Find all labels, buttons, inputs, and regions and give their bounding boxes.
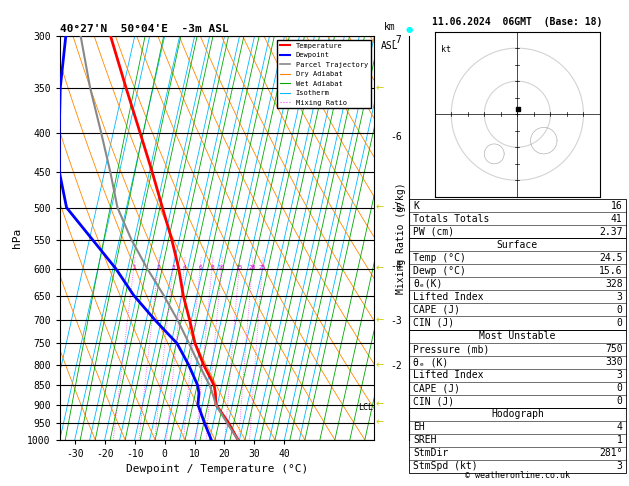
- Text: -2: -2: [390, 361, 402, 371]
- Text: 1: 1: [132, 265, 136, 270]
- Text: Surface: Surface: [497, 240, 538, 250]
- Text: 0: 0: [617, 305, 623, 315]
- Text: CAPE (J): CAPE (J): [413, 383, 460, 393]
- Text: 15.6: 15.6: [599, 266, 623, 276]
- Text: PW (cm): PW (cm): [413, 227, 454, 237]
- Text: 24.5: 24.5: [599, 253, 623, 263]
- Text: θₑ(K): θₑ(K): [413, 279, 443, 289]
- Text: 10: 10: [218, 265, 225, 270]
- Text: Dewp (°C): Dewp (°C): [413, 266, 466, 276]
- Text: Pressure (mb): Pressure (mb): [413, 344, 489, 354]
- Text: StmSpd (kt): StmSpd (kt): [413, 461, 478, 471]
- Text: 0: 0: [617, 318, 623, 328]
- Text: 20: 20: [248, 265, 256, 270]
- Text: ASL: ASL: [381, 41, 399, 52]
- Text: ←: ←: [376, 315, 384, 325]
- Text: 4: 4: [617, 422, 623, 432]
- Y-axis label: hPa: hPa: [12, 228, 21, 248]
- Text: 41: 41: [611, 214, 623, 224]
- Legend: Temperature, Dewpoint, Parcel Trajectory, Dry Adiabat, Wet Adiabat, Isotherm, Mi: Temperature, Dewpoint, Parcel Trajectory…: [277, 40, 370, 108]
- Text: 330: 330: [605, 357, 623, 367]
- Text: CIN (J): CIN (J): [413, 396, 454, 406]
- Text: km: km: [384, 21, 396, 32]
- Text: -7: -7: [390, 35, 402, 45]
- Text: 281°: 281°: [599, 448, 623, 458]
- Text: 2: 2: [156, 265, 160, 270]
- Text: 11.06.2024  06GMT  (Base: 18): 11.06.2024 06GMT (Base: 18): [432, 17, 603, 27]
- Text: EH: EH: [413, 422, 425, 432]
- Text: Totals Totals: Totals Totals: [413, 214, 489, 224]
- Text: StmDir: StmDir: [413, 448, 448, 458]
- Text: -6: -6: [390, 132, 402, 142]
- Text: Lifted Index: Lifted Index: [413, 292, 484, 302]
- Text: 16: 16: [611, 201, 623, 211]
- Text: -4: -4: [390, 261, 402, 272]
- Text: Temp (°C): Temp (°C): [413, 253, 466, 263]
- Text: Lifted Index: Lifted Index: [413, 370, 484, 380]
- Text: ●: ●: [405, 25, 413, 34]
- Text: ←: ←: [376, 264, 384, 274]
- Text: ←: ←: [376, 417, 384, 428]
- Text: LCL: LCL: [359, 403, 374, 412]
- Text: 3: 3: [171, 265, 175, 270]
- Text: 4: 4: [182, 265, 186, 270]
- Text: 328: 328: [605, 279, 623, 289]
- Text: K: K: [413, 201, 419, 211]
- Text: ←: ←: [376, 399, 384, 410]
- Text: 6: 6: [198, 265, 202, 270]
- Text: -5: -5: [390, 203, 402, 213]
- Text: 15: 15: [235, 265, 243, 270]
- Text: 25: 25: [259, 265, 266, 270]
- Text: 2.37: 2.37: [599, 227, 623, 237]
- Text: 40°27'N  50°04'E  -3m ASL: 40°27'N 50°04'E -3m ASL: [60, 24, 228, 35]
- Text: θₑ (K): θₑ (K): [413, 357, 448, 367]
- Text: 3: 3: [617, 292, 623, 302]
- Text: CAPE (J): CAPE (J): [413, 305, 460, 315]
- Text: CIN (J): CIN (J): [413, 318, 454, 328]
- Text: 3: 3: [617, 370, 623, 380]
- Text: 0: 0: [617, 396, 623, 406]
- Text: ←: ←: [376, 203, 384, 212]
- Text: 750: 750: [605, 344, 623, 354]
- Text: ←: ←: [376, 360, 384, 370]
- Text: 8: 8: [210, 265, 214, 270]
- Text: © weatheronline.co.uk: © weatheronline.co.uk: [465, 471, 570, 480]
- Text: ←: ←: [376, 83, 384, 93]
- Text: Hodograph: Hodograph: [491, 409, 544, 419]
- Text: -3: -3: [390, 316, 402, 326]
- Text: 0: 0: [617, 383, 623, 393]
- Text: kt: kt: [442, 45, 452, 54]
- Text: Most Unstable: Most Unstable: [479, 331, 555, 341]
- Text: 3: 3: [617, 461, 623, 471]
- Text: 1: 1: [617, 435, 623, 445]
- Text: Mixing Ratio (g/kg): Mixing Ratio (g/kg): [396, 182, 406, 294]
- Text: SREH: SREH: [413, 435, 437, 445]
- X-axis label: Dewpoint / Temperature (°C): Dewpoint / Temperature (°C): [126, 465, 308, 474]
